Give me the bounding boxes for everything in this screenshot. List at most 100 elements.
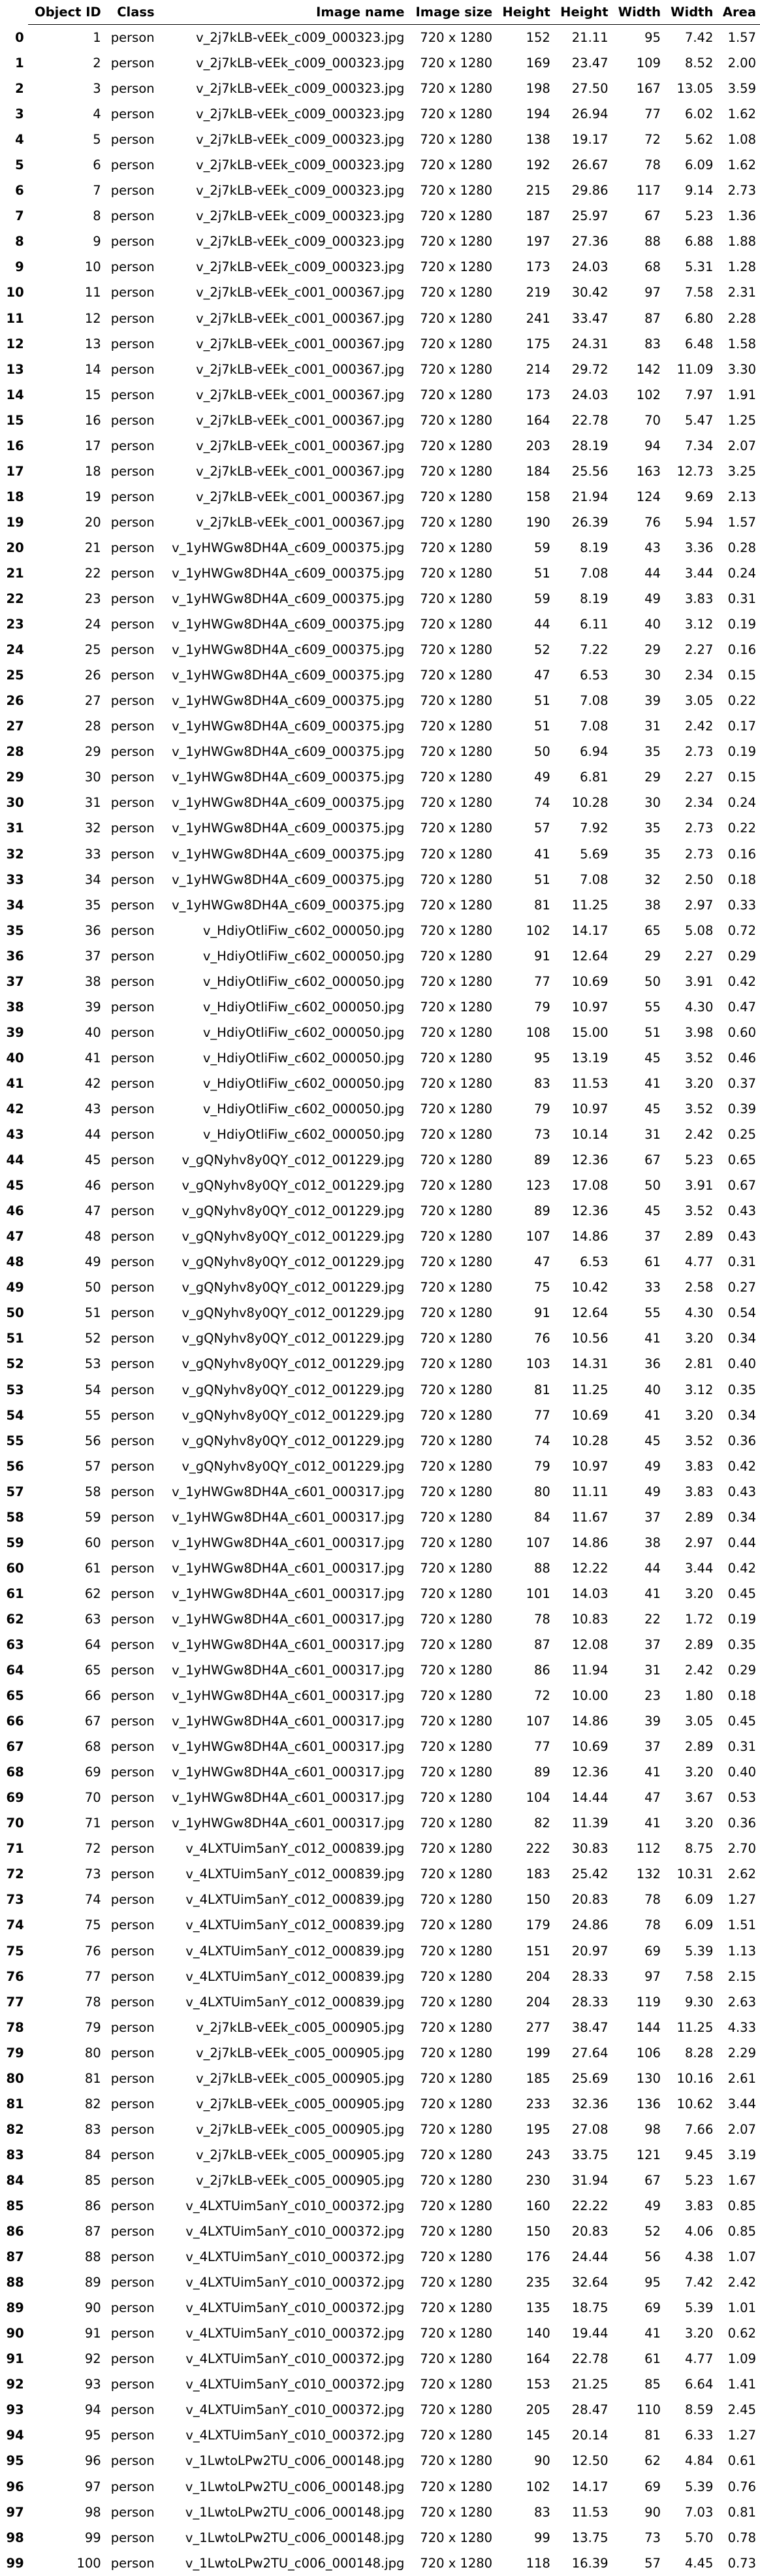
image-name-cell: v_2j7kLB-vEEk_c001_000367.jpg <box>196 489 405 504</box>
width-pct-header: Width <box>664 0 718 25</box>
image-name-cell: v_2j7kLB-vEEk_c005_000905.jpg <box>196 2045 405 2061</box>
area-cell: 0.53 <box>727 1790 756 1806</box>
row-index: 35 <box>6 922 24 938</box>
image-size-cell: 720 x 1280 <box>420 1841 493 1857</box>
area-cell: 1.51 <box>727 1917 756 1933</box>
height-pct-cell: 10.42 <box>571 1280 609 1296</box>
table-row: 78 79 person v_2j7kLB-vEEk_c005_000905.jpg 7… <box>1 2015 760 2040</box>
image-size-cell: 720 x 1280 <box>420 2377 493 2392</box>
image-size-cell: 720 x 1280 <box>420 1535 493 1550</box>
image-name-cell: v_gQNyhv8y0QY_c012_001229.jpg <box>182 1356 405 1372</box>
class-cell: person <box>110 310 155 326</box>
row-index: 61 <box>6 1586 24 1601</box>
row-index: 24 <box>6 642 24 658</box>
width-px-cell: 136 <box>636 2096 661 2111</box>
height-px-cell: 184 <box>526 463 550 479</box>
height-px-cell: 160 <box>526 2198 550 2213</box>
class-cell: person <box>110 2428 155 2443</box>
object-id-cell: 88 <box>84 2249 101 2265</box>
width-px-cell: 78 <box>644 157 661 173</box>
area-cell: 2.63 <box>727 1994 756 2010</box>
area-cell: 0.19 <box>727 617 756 632</box>
width-px-cell: 78 <box>644 1917 661 1933</box>
height-px-cell: 198 <box>526 81 550 97</box>
object-id-cell: 11 <box>84 285 101 301</box>
object-id-cell: 25 <box>84 642 101 658</box>
table-row: 73 74 person v_4LXTUim5anY_c012_000839.jpg 7… <box>1 1887 760 1912</box>
height-px-cell: 80 <box>534 1484 550 1499</box>
height-px-cell: 152 <box>526 30 550 46</box>
table-row: 12 13 person v_2j7kLB-vEEk_c001_000367.jpg 7… <box>1 331 760 357</box>
width-pct-cell: 4.06 <box>684 2224 714 2240</box>
width-pct-cell: 7.03 <box>684 2504 714 2520</box>
row-index: 86 <box>6 2224 24 2240</box>
row-index: 54 <box>6 1407 24 1423</box>
image-size-cell: 720 x 1280 <box>420 2147 493 2162</box>
table-row: 4 5 person v_2j7kLB-vEEk_c009_000323.jpg 720… <box>1 127 760 152</box>
height-pct-cell: 27.50 <box>571 81 609 97</box>
height-pct-cell: 15.00 <box>571 1024 609 1040</box>
width-pct-cell: 5.39 <box>684 2300 714 2316</box>
image-size-cell: 720 x 1280 <box>420 2555 493 2571</box>
height-pct-cell: 10.56 <box>571 1331 609 1346</box>
width-pct-cell: 6.02 <box>684 106 714 122</box>
height-pct-cell: 10.00 <box>571 1688 609 1704</box>
table-row: 27 28 person v_1yHWGw8DH4A_c609_000375.jpg 7… <box>1 713 760 739</box>
object-id-cell: 57 <box>84 1458 101 1474</box>
width-px-cell: 90 <box>644 2504 661 2520</box>
area-cell: 0.31 <box>727 1739 756 1755</box>
table-row: 13 14 person v_2j7kLB-vEEk_c001_000367.jpg 7… <box>1 357 760 382</box>
table-row: 3 4 person v_2j7kLB-vEEk_c009_000323.jpg 720… <box>1 101 760 127</box>
width-px-cell: 88 <box>644 234 661 250</box>
width-pct-cell: 8.59 <box>684 2402 714 2418</box>
height-px-cell: 153 <box>526 2377 550 2392</box>
area-cell: 0.60 <box>727 1024 756 1040</box>
image-name-cell: v_gQNyhv8y0QY_c012_001229.jpg <box>182 1433 405 1448</box>
width-px-cell: 29 <box>644 770 661 785</box>
area-cell: 0.44 <box>727 1535 756 1550</box>
width-pct-cell: 3.83 <box>684 591 714 607</box>
class-cell: person <box>110 1127 155 1143</box>
row-index: 50 <box>6 1305 24 1321</box>
area-cell: 3.59 <box>727 81 756 97</box>
object-id-cell: 96 <box>84 2453 101 2469</box>
width-pct-cell: 5.70 <box>684 2530 714 2545</box>
width-pct-cell: 3.12 <box>684 1382 714 1397</box>
class-cell: person <box>110 1458 155 1474</box>
width-pct-cell: 2.42 <box>684 1663 714 1678</box>
image-size-cell: 720 x 1280 <box>420 2402 493 2418</box>
height-pct-cell: 12.08 <box>571 1637 609 1652</box>
image-size-cell: 720 x 1280 <box>420 1050 493 1066</box>
height-pct-cell: 24.03 <box>571 387 609 402</box>
class-cell: person <box>110 744 155 760</box>
width-pct-cell: 3.20 <box>684 1816 714 1831</box>
object-id-cell: 30 <box>84 770 101 785</box>
class-cell: person <box>110 285 155 301</box>
row-index: 26 <box>6 693 24 709</box>
object-id-cell: 26 <box>84 668 101 683</box>
height-pct-cell: 29.72 <box>571 361 609 377</box>
image-size-cell: 720 x 1280 <box>420 2045 493 2061</box>
object-id-cell: 46 <box>84 1178 101 1194</box>
row-index: 59 <box>6 1535 24 1550</box>
image-name-cell: v_HdiyOtliFiw_c602_000050.jpg <box>202 999 405 1015</box>
row-index: 57 <box>6 1484 24 1499</box>
table-row: 23 24 person v_1yHWGw8DH4A_c609_000375.jpg 7… <box>1 611 760 637</box>
table-row: 70 71 person v_1yHWGw8DH4A_c601_000317.jpg 7… <box>1 1810 760 1836</box>
image-name-cell: v_4LXTUim5anY_c010_000372.jpg <box>185 2402 405 2418</box>
object-id-cell: 44 <box>84 1127 101 1143</box>
area-cell: 0.47 <box>727 999 756 1015</box>
width-pct-cell: 1.80 <box>684 1688 714 1704</box>
width-px-cell: 45 <box>644 1203 661 1219</box>
height-px-cell: 91 <box>534 1305 550 1321</box>
object-id-cell: 80 <box>84 2045 101 2061</box>
area-cell: 0.85 <box>727 2224 756 2240</box>
table-row: 91 92 person v_4LXTUim5anY_c010_000372.jpg 7… <box>1 2346 760 2372</box>
height-px-cell: 194 <box>526 106 550 122</box>
height-pct-cell: 28.47 <box>571 2402 609 2418</box>
area-cell: 1.28 <box>727 259 756 275</box>
width-px-cell: 97 <box>644 1968 661 1984</box>
image-size-cell: 720 x 1280 <box>420 1229 493 1245</box>
class-cell: person <box>110 719 155 734</box>
area-cell: 0.36 <box>727 1433 756 1448</box>
